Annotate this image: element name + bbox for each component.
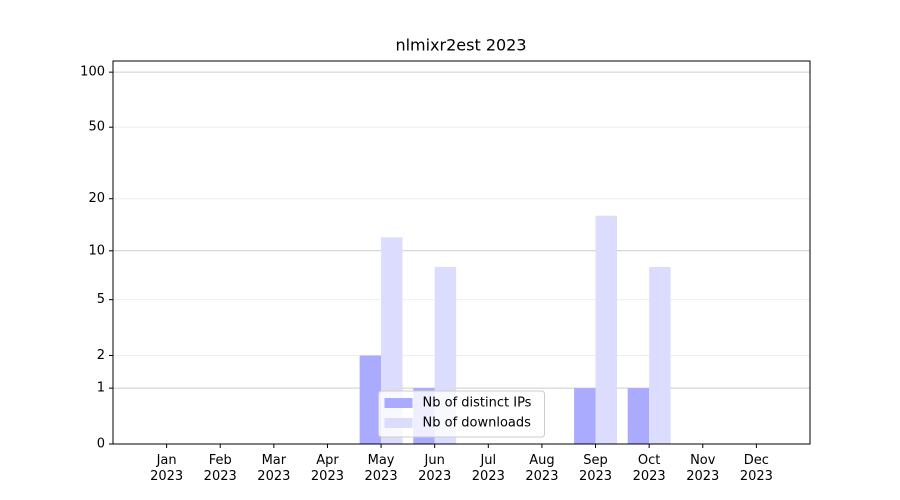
bar (359, 355, 382, 444)
x-tick-label: Sep 2023 (578, 453, 613, 484)
y-tick-label: 0 (97, 437, 105, 452)
y-tick-label: 2 (97, 348, 105, 363)
y-tick-label: 10 (88, 243, 105, 258)
x-tick-label: Apr 2023 (310, 453, 344, 484)
legend-label: Nb of distinct IPs (423, 396, 532, 411)
y-tick-label: 20 (88, 191, 105, 206)
x-tick-label: Jan 2023 (150, 453, 184, 484)
legend: Nb of distinct IPs Nb of downloads (378, 390, 545, 438)
x-tick-label: Nov 2023 (686, 453, 720, 484)
legend-label: Nb of downloads (423, 416, 532, 431)
y-tick-label: 100 (80, 65, 105, 80)
plot-frame (112, 60, 811, 445)
x-tick-label: Aug 2023 (525, 453, 559, 484)
legend-swatch (384, 418, 413, 428)
y-tick-label: 5 (97, 292, 105, 307)
bar (649, 266, 671, 444)
chart-title: nlmixr2est 2023 (395, 36, 526, 55)
bar (627, 388, 650, 444)
bar (574, 388, 596, 444)
y-tick-label: 1 (97, 381, 105, 396)
x-tick-label: Dec 2023 (739, 453, 773, 484)
x-tick-label: Mar 2023 (257, 453, 291, 484)
bar (595, 215, 617, 444)
x-tick-label: Feb 2023 (203, 453, 237, 484)
x-tick-label: Jul 2023 (471, 453, 505, 484)
y-tick-label: 50 (88, 120, 105, 135)
legend-swatch (384, 398, 413, 408)
grid (113, 71, 810, 445)
x-tick-label: May 2023 (364, 453, 398, 484)
legend-frame (378, 390, 545, 438)
x-tick-label: Oct 2023 (632, 453, 666, 484)
x-tick-label: Jun 2023 (418, 453, 452, 484)
